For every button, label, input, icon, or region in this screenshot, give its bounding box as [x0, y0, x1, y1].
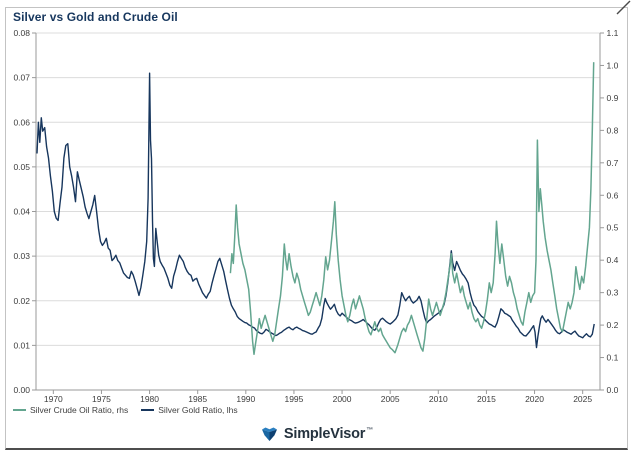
right-tick-label: 0.9 — [607, 93, 619, 103]
x-tick-label: 2025 — [573, 394, 592, 404]
left-tick-label: 0.08 — [13, 28, 30, 38]
right-tick-label: 1.0 — [607, 60, 619, 70]
right-tick-label: 0.6 — [607, 190, 619, 200]
x-tick-label: 2020 — [525, 394, 544, 404]
right-tick-label: 0.8 — [607, 125, 619, 135]
series-silver-crude-oil-ratio — [229, 62, 595, 356]
gridlines-group — [36, 32, 600, 346]
brand-footer: SimpleVisor™ — [0, 426, 634, 442]
right-tick-label: 0.4 — [607, 255, 619, 265]
left-tick-label: 0.02 — [13, 296, 30, 306]
x-tick-label: 1995 — [284, 394, 303, 404]
x-tick-label: 2015 — [477, 394, 496, 404]
x-tick-label: 1970 — [44, 394, 63, 404]
legend-swatch-silver-crude-oil-icon — [13, 409, 26, 411]
axes-group — [32, 32, 604, 394]
legend-label: Silver Crude Oil Ratio, rhs — [30, 405, 129, 415]
legend-item-silver-gold-ratio: Silver Gold Ratio, lhs — [141, 405, 238, 415]
x-tick-label: 1975 — [92, 394, 111, 404]
right-tick-label: 0.0 — [607, 385, 619, 395]
right-tick-label: 0.7 — [607, 158, 619, 168]
legend-label: Silver Gold Ratio, lhs — [158, 405, 238, 415]
right-tick-label: 0.1 — [607, 353, 619, 363]
right-tick-label: 0.5 — [607, 223, 619, 233]
legend-swatch-silver-gold-icon — [141, 409, 155, 411]
left-tick-label: 0.00 — [13, 385, 30, 395]
x-tick-label: 2005 — [381, 394, 400, 404]
series-group — [36, 62, 595, 356]
page-title: Silver vs Gold and Crude Oil — [13, 10, 178, 24]
left-tick-label: 0.06 — [13, 117, 30, 127]
chart-legend: Silver Crude Oil Ratio, rhs Silver Gold … — [13, 405, 238, 415]
right-tick-label: 1.1 — [607, 28, 619, 38]
left-tick-label: 0.04 — [13, 207, 30, 217]
left-tick-label: 0.03 — [13, 251, 30, 261]
x-tick-label: 1980 — [140, 394, 159, 404]
x-tick-label: 2000 — [333, 394, 352, 404]
series-silver-gold-ratio — [36, 72, 595, 349]
simplevisor-logo-icon — [261, 427, 277, 441]
x-tick-label: 1990 — [236, 394, 255, 404]
left-tick-label: 0.07 — [13, 73, 30, 83]
left-tick-label: 0.05 — [13, 162, 30, 172]
tick-labels-group: 0.08 0.07 0.06 0.05 0.04 0.03 0.02 0.01 0.00 1.1 1… — [13, 28, 618, 404]
x-tick-label: 1985 — [188, 394, 207, 404]
legend-item-silver-crude-oil-ratio: Silver Crude Oil Ratio, rhs — [13, 405, 128, 415]
brand-name: SimpleVisor™ — [283, 426, 374, 442]
trademark-symbol: ™ — [366, 427, 374, 435]
x-tick-label: 2010 — [429, 394, 448, 404]
right-tick-label: 0.3 — [607, 288, 619, 298]
left-tick-label: 0.01 — [13, 340, 30, 350]
right-tick-label: 0.2 — [607, 320, 619, 330]
corner-mark-icon — [616, 0, 631, 15]
